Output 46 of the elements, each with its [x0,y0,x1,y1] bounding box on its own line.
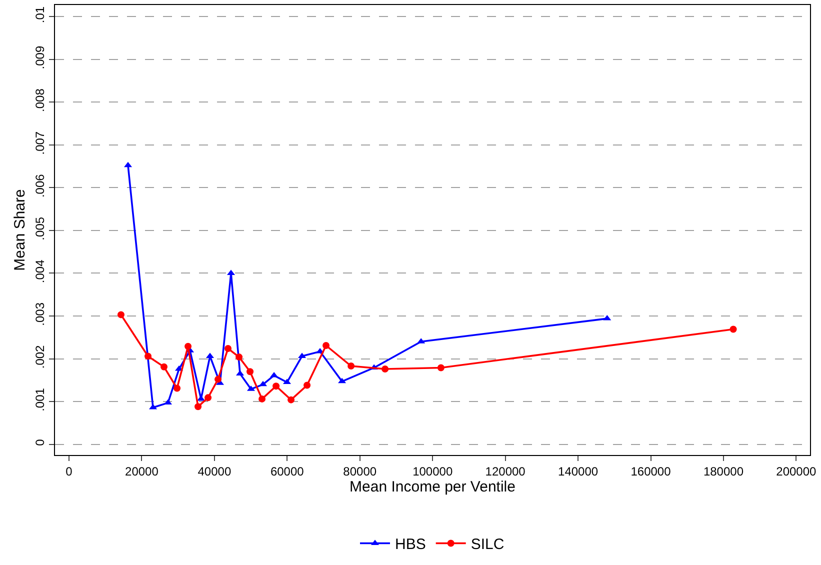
point [304,382,311,389]
point [272,382,280,390]
x-axis-title: Mean Income per Ventile [350,478,516,496]
point [184,342,192,350]
point [160,363,168,370]
x-tick-label: 140000 [558,464,598,478]
x-tick-label: 0 [66,464,73,478]
point [730,326,737,333]
point [204,394,212,402]
y-tick-label: .01 [33,6,48,24]
y-tick-label: .003 [33,302,48,326]
point [224,344,232,352]
x-tick-label: 100000 [412,464,453,478]
x-tick-label: 120000 [485,464,526,478]
y-tick-label: .007 [33,131,48,155]
y-axis-title: Mean Share [11,189,28,271]
y-tick-label: .006 [33,174,48,198]
point [258,395,266,402]
point [348,362,355,370]
legend-label: SILC [470,536,504,554]
point [214,376,222,383]
y-tick-label: .001 [33,388,48,412]
point [236,354,243,361]
y-tick-label: .002 [33,344,48,369]
x-tick-label: 160000 [630,464,672,478]
y-tick-label: .004 [33,259,48,284]
legend-label: HBS [395,536,426,554]
x-tick-label: 80000 [343,464,377,478]
x-tick-label: 40000 [198,464,232,478]
y-tick-label: 0 [33,438,48,446]
x-tick-label: 60000 [270,464,304,478]
x-tick-label: 200000 [776,464,817,478]
point [437,364,444,372]
y-tick-label: .008 [33,88,48,112]
point [174,384,181,392]
point [288,396,295,404]
x-tick-label: 180000 [703,464,744,478]
x-tick-label: 20000 [125,464,159,478]
point [246,368,254,376]
point [144,352,152,360]
point [194,403,202,410]
point [322,342,330,349]
y-tick-label: .005 [33,216,48,240]
point [117,311,124,318]
point [382,366,389,373]
y-tick-label: .009 [33,46,48,70]
